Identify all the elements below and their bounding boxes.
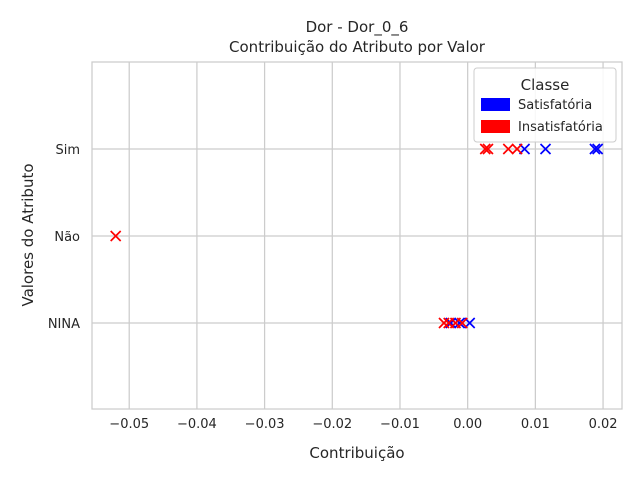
x-tick-labels: −0.05 −0.04 −0.03 −0.02 −0.01 0.00 0.01 0.02	[109, 417, 617, 432]
gridlines	[92, 62, 622, 409]
y-axis-label: Valores do Atributo	[19, 163, 37, 306]
y-tick-label: Não	[54, 230, 80, 245]
data-point-marker	[589, 143, 601, 155]
x-tick-label: 0.02	[589, 417, 618, 432]
data-point-marker	[110, 230, 122, 242]
data-point-marker	[511, 143, 523, 155]
x-tick-label: −0.02	[312, 417, 352, 432]
data-point-marker	[482, 143, 494, 155]
data-point-marker	[539, 143, 552, 155]
data-point-marker	[479, 143, 491, 155]
y-tick-label: NINA	[48, 317, 80, 332]
data-point-marker	[438, 317, 450, 329]
plot-area-frame	[91, 61, 623, 410]
x-tick-label: −0.04	[177, 417, 217, 432]
data-point-marker	[502, 143, 514, 155]
x-tick-label: −0.05	[109, 417, 149, 432]
legend-label-insatisfatoria: Insatisfatória	[518, 120, 603, 135]
legend-swatch-satisfatoria	[481, 98, 510, 111]
legend-title: Classe	[521, 76, 570, 94]
data-point-marker	[592, 143, 604, 155]
chart-title: Dor - Dor_0_6	[306, 18, 409, 37]
y-tick-labels: NINA Não Sim	[48, 143, 80, 332]
x-axis-label: Contribuição	[309, 444, 404, 462]
legend-label-satisfatoria: Satisfatória	[518, 98, 592, 113]
x-tick-label: −0.03	[245, 417, 285, 432]
x-tick-label: 0.01	[521, 417, 550, 432]
legend: Classe Satisfatória Insatisfatória	[473, 67, 617, 143]
y-tick-label: Sim	[55, 143, 80, 158]
chart-subtitle: Contribuição do Atributo por Valor	[229, 38, 486, 56]
data-point-marker	[456, 317, 468, 329]
x-tick-label: −0.01	[380, 417, 420, 432]
data-markers	[110, 143, 604, 329]
x-tick-label: 0.00	[453, 417, 482, 432]
legend-swatch-insatisfatoria	[481, 120, 510, 133]
data-point-marker	[453, 317, 466, 329]
